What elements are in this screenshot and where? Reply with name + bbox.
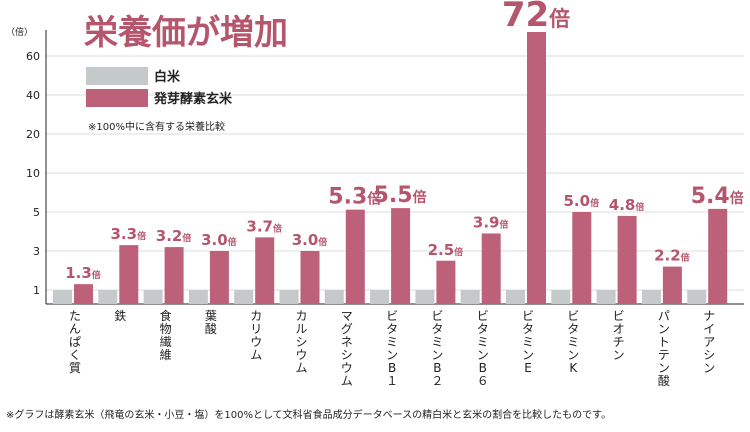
bar-germinated-rice [662, 266, 682, 304]
bar-white-rice [234, 290, 254, 304]
value-label: 5.5倍 [374, 183, 427, 208]
legend: 白米 発芽酵素玄米 ※100%中に含有する栄養比較 [86, 67, 233, 133]
legend-label-white-rice: 白米 [154, 69, 181, 85]
value-label: 1.3倍 [65, 264, 101, 282]
bar-germinated-rice [572, 212, 592, 304]
y-tick-label: 1 [33, 284, 40, 297]
y-tick-label: 3 [33, 245, 40, 258]
value-label: 3.3倍 [111, 225, 147, 243]
bar-germinated-rice [164, 247, 184, 304]
value-label: 2.2倍 [654, 247, 690, 265]
category-label: ビタミン B ２ [431, 309, 443, 388]
bar-white-rice [687, 290, 707, 304]
y-axis-unit: （倍） [6, 26, 33, 38]
chart-title: 栄養価が増加 [84, 13, 288, 53]
bar-white-rice [415, 290, 435, 304]
y-tick-label: 5 [33, 206, 40, 219]
bar-white-rice [596, 290, 616, 304]
value-label: 3.0倍 [292, 231, 328, 249]
bar-germinated-rice [617, 215, 637, 304]
category-label: 葉酸 [205, 309, 217, 336]
category-label: ビタミン K [567, 309, 579, 375]
bar-germinated-rice [436, 260, 456, 304]
bar-germinated-rice [74, 284, 93, 304]
category-label: ナイアシン [703, 309, 715, 375]
value-label: 2.5倍 [428, 241, 464, 259]
bar-white-rice [53, 290, 72, 304]
value-label: 4.8倍 [609, 196, 645, 214]
value-label: 72倍 [502, 0, 570, 35]
bar-germinated-rice [209, 251, 229, 304]
bar-white-rice [324, 290, 344, 304]
y-tick-label: 60 [26, 50, 40, 63]
bar-germinated-rice [119, 245, 139, 304]
category-label: ビタミン B １ [386, 309, 398, 388]
bar-white-rice [188, 290, 208, 304]
bar-germinated-rice [527, 32, 546, 304]
bar-germinated-rice [708, 208, 728, 304]
bar-white-rice [506, 290, 525, 304]
category-labels: たんぱく質 鉄 食物繊維 葉酸 カリウム カルシウム マグネシウム ビタミン B １ ビタミン B ２ ビ… [69, 308, 715, 388]
category-label: ビタミン B ６ [477, 309, 489, 388]
bar-white-rice [143, 290, 163, 304]
legend-swatch-germinated-rice [86, 89, 148, 107]
category-label: ビオチン [613, 309, 625, 362]
bars [53, 32, 728, 304]
y-axis-ticks: 1 3 5 10 20 40 60 [26, 50, 40, 297]
category-label: マグネシウム [341, 309, 353, 388]
value-label: 3.0倍 [201, 231, 237, 249]
category-label: 食物繊維 [160, 308, 172, 362]
legend-note: ※100%中に含有する栄養比較 [88, 120, 225, 133]
bar-white-rice [370, 290, 390, 304]
legend-label-germinated-rice: 発芽酵素玄米 [153, 91, 233, 107]
category-label: カリウム [250, 309, 262, 362]
bar-germinated-rice [391, 208, 411, 304]
category-label: 鉄 [114, 308, 126, 323]
value-label: 5.0倍 [564, 192, 600, 210]
bar-white-rice [279, 290, 299, 304]
bar-germinated-rice [300, 251, 320, 304]
category-label: ビタミン E [522, 309, 534, 375]
legend-swatch-white-rice [86, 67, 148, 85]
value-label: 5.3倍 [328, 185, 381, 210]
y-tick-label: 40 [26, 89, 40, 102]
value-label: 5.4倍 [691, 184, 744, 209]
value-label: 3.9倍 [473, 213, 509, 231]
bar-white-rice [551, 290, 571, 304]
bar-white-rice [98, 290, 118, 304]
value-label: 3.2倍 [156, 227, 192, 245]
category-label: たんぱく質 [69, 309, 81, 375]
value-label: 3.7倍 [246, 217, 282, 235]
bar-white-rice [641, 290, 661, 304]
category-label: パントテン酸 [658, 309, 670, 388]
category-label: カルシウム [295, 309, 307, 375]
bar-germinated-rice [345, 209, 365, 304]
footnote: ※グラフは酵素玄米（飛竜の玄米・小豆・塩）を100%として文科省食品成分データベ… [6, 408, 611, 421]
value-labels: 1.3倍 3.3倍 3.2倍 3.0倍 3.7倍 3.0倍 5.3倍5.5倍 2.5倍 3.9倍… [65, 0, 743, 282]
bar-white-rice [460, 290, 480, 304]
y-tick-label: 20 [26, 128, 40, 141]
bar-germinated-rice [481, 233, 501, 304]
bar-germinated-rice [255, 237, 275, 304]
y-tick-label: 10 [26, 167, 40, 180]
